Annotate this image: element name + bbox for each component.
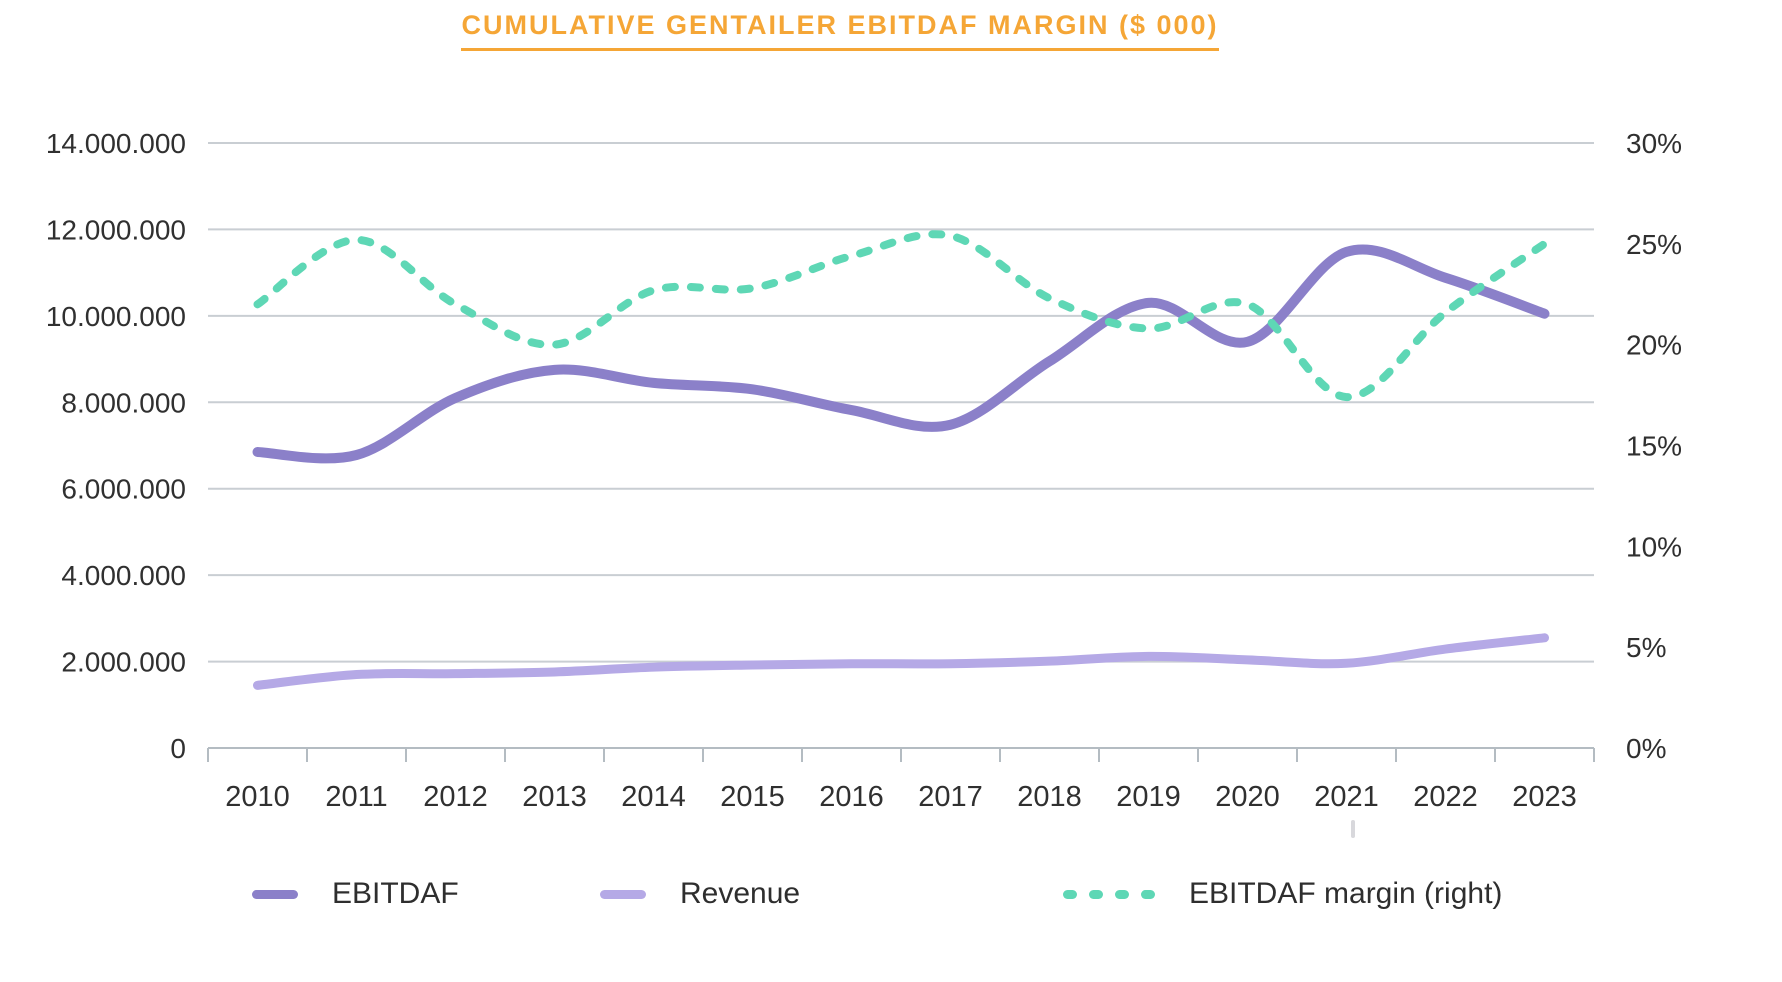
right-axis-label: 5%: [1626, 632, 1666, 663]
right-axis-label: 30%: [1626, 128, 1682, 159]
series-line-ebitdaf-margin-right: [253, 230, 1549, 402]
right-axis-label: 0%: [1626, 733, 1666, 764]
x-axis-label: 2014: [621, 781, 686, 813]
right-axis-label: 15%: [1626, 431, 1682, 462]
x-axis-label: 2023: [1512, 781, 1577, 813]
x-axis-label: 2010: [225, 781, 290, 813]
x-axis-label: 2016: [819, 781, 884, 813]
x-axis-label: 2013: [522, 781, 587, 813]
left-axis-label: 4.000.000: [61, 560, 186, 591]
right-axis-label: 25%: [1626, 229, 1682, 260]
left-axis-label: 2.000.000: [61, 647, 186, 678]
series-line-revenue: [253, 633, 1549, 690]
left-axis-label: 8.000.000: [61, 387, 186, 418]
x-axis-label: 2022: [1413, 781, 1478, 813]
right-axis-label: 20%: [1626, 330, 1682, 361]
left-axis-label: 0: [170, 733, 186, 764]
x-axis-label: 2018: [1017, 781, 1082, 813]
chart-title: CUMULATIVE GENTAILER EBITDAF MARGIN ($ 0…: [461, 10, 1219, 51]
left-axis-label: 10.000.000: [46, 301, 186, 332]
x-axis-label: 2011: [325, 781, 387, 813]
series-line-ebitdaf: [252, 244, 1550, 464]
x-axis-label: 2021: [1314, 781, 1379, 813]
x-axis-label: 2015: [720, 781, 785, 813]
left-axis-label: 14.000.000: [46, 128, 186, 159]
x-axis-label: 2017: [918, 781, 983, 813]
chart-title-wrap: CUMULATIVE GENTAILER EBITDAF MARGIN ($ 0…: [0, 10, 1680, 51]
right-axis-label: 10%: [1626, 531, 1682, 562]
x-axis-label: 2019: [1116, 781, 1181, 813]
x-axis-label: 2020: [1215, 781, 1280, 813]
x-axis-label: 2012: [423, 781, 488, 813]
ui-artifact: [1351, 820, 1355, 838]
left-axis-label: 12.000.000: [46, 214, 186, 245]
left-axis-label: 6.000.000: [61, 474, 186, 505]
